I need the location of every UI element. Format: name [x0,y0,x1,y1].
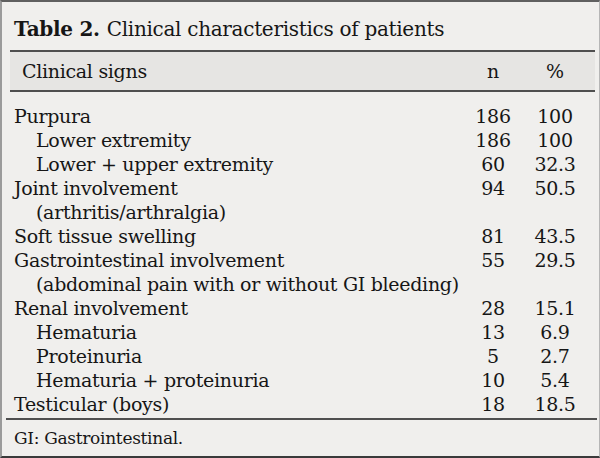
table-row: Purpura 186 100 [2,104,595,128]
row-n-value: 13 [471,320,515,344]
row-label: Renal involvement [2,296,471,320]
row-n-value: 55 [471,248,515,272]
row-percent-value: 2.7 [515,344,595,368]
row-label: Joint involvement [2,176,471,200]
row-label: Gastrointestinal involvement [2,248,471,272]
col-header-n: n [471,60,515,82]
row-percent-value: 5.4 [515,368,595,392]
row-n-value: 60 [471,152,515,176]
table-row: Renal involvement 28 15.1 [2,296,595,320]
table-body: Purpura 186 100 Lower extremity 186 100 … [2,92,599,416]
row-percent-value: 43.5 [515,224,595,248]
row-label: Soft tissue swelling [2,224,471,248]
table-footnote: GI: Gastrointestinal. [2,420,599,456]
row-label: Testicular (boys) [2,392,471,416]
table-row: Gastrointestinal involvement 55 29.5 [2,248,595,272]
row-n-value: 186 [471,104,515,128]
row-percent-value: 100 [515,128,595,152]
row-label: Lower extremity [2,128,471,152]
row-label: Lower + upper extremity [2,152,471,176]
table-number: Table 2. [14,17,100,41]
table-row: Lower extremity 186 100 [2,128,595,152]
table-row: Soft tissue swelling 81 43.5 [2,224,595,248]
row-label: Hematuria + proteinuria [2,368,471,392]
column-header-row: Clinical signs n % [10,50,595,92]
row-label: Purpura [2,104,471,128]
row-percent-value: 18.5 [515,392,595,416]
table-row: Hematuria + proteinuria 10 5.4 [2,368,595,392]
table-row-continuation: (arthritis/arthralgia) [2,200,595,224]
row-percent-value: 32.3 [515,152,595,176]
table-figure: Table 2. Clinical characteristics of pati… [0,0,600,458]
col-header-percent: % [515,60,595,82]
row-label: Proteinuria [2,344,471,368]
table-caption: Clinical characteristics of patients [107,17,444,41]
row-label: Hematuria [2,320,471,344]
table-row: Proteinuria 5 2.7 [2,344,595,368]
row-n-value: 10 [471,368,515,392]
table-row: Lower + upper extremity 60 32.3 [2,152,595,176]
row-n-value: 186 [471,128,515,152]
table-row: Joint involvement 94 50.5 [2,176,595,200]
row-n-value: 81 [471,224,515,248]
row-n-value: 5 [471,344,515,368]
row-n-value: 28 [471,296,515,320]
row-percent-value: 15.1 [515,296,595,320]
row-n-value: 94 [471,176,515,200]
row-n-value: 18 [471,392,515,416]
col-header-clinical-signs: Clinical signs [16,60,471,82]
table-row-continuation: (abdominal pain with or without GI bleed… [2,272,595,296]
table-row: Hematuria 13 6.9 [2,320,595,344]
row-label: (abdominal pain with or without GI bleed… [2,272,471,296]
row-percent-value: 50.5 [515,176,595,200]
row-percent-value: 29.5 [515,248,595,272]
row-percent-value: 6.9 [515,320,595,344]
table-title: Table 2. Clinical characteristics of pati… [2,2,599,50]
row-percent-value: 100 [515,104,595,128]
table-row: Testicular (boys) 18 18.5 [2,392,595,416]
row-label: (arthritis/arthralgia) [2,200,471,224]
